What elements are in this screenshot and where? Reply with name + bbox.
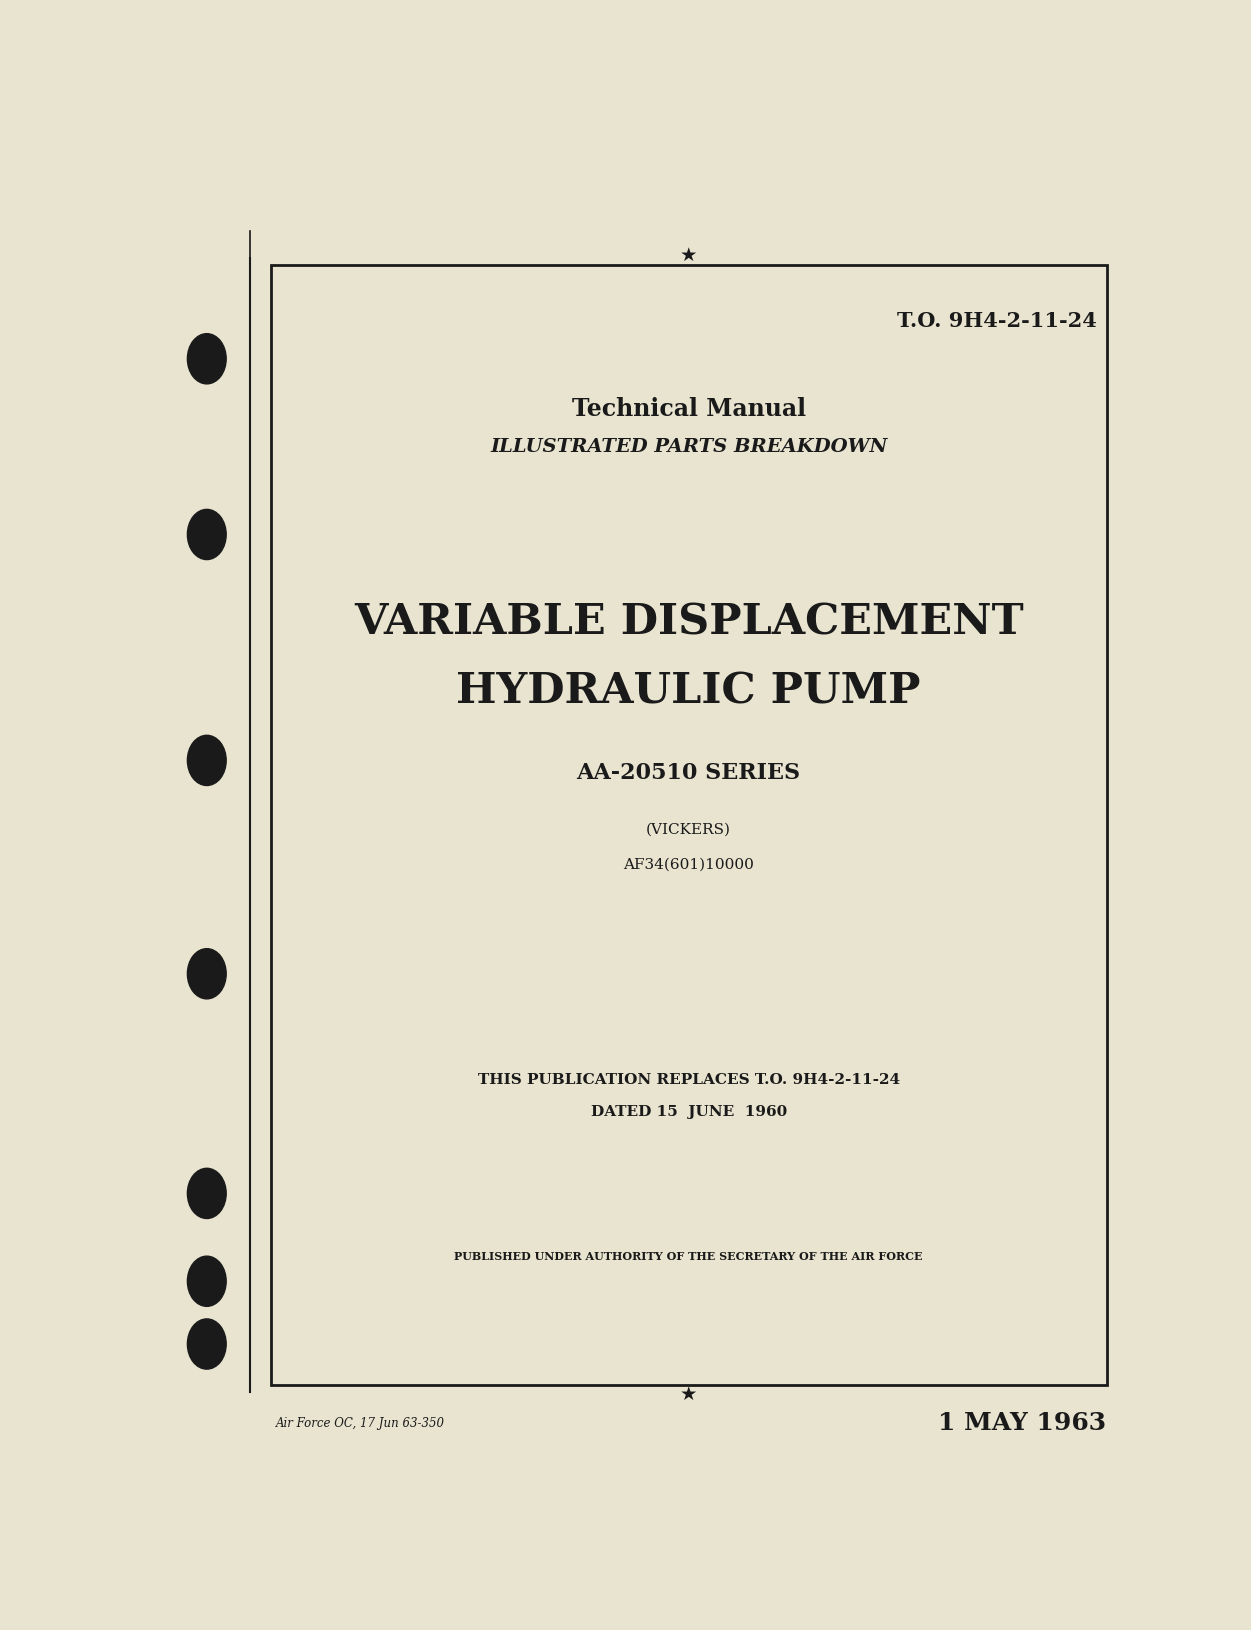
Text: (VICKERS): (VICKERS): [647, 823, 731, 836]
Circle shape: [188, 509, 226, 559]
Text: AA-20510 SERIES: AA-20510 SERIES: [577, 761, 801, 784]
Text: PUBLISHED UNDER AUTHORITY OF THE SECRETARY OF THE AIR FORCE: PUBLISHED UNDER AUTHORITY OF THE SECRETA…: [454, 1250, 923, 1262]
Text: THIS PUBLICATION REPLACES T.O. 9H4-2-11-24: THIS PUBLICATION REPLACES T.O. 9H4-2-11-…: [478, 1074, 899, 1087]
Text: ★: ★: [679, 246, 697, 266]
Text: AF34(601)10000: AF34(601)10000: [623, 857, 754, 872]
Text: VARIABLE DISPLACEMENT: VARIABLE DISPLACEMENT: [354, 601, 1023, 644]
Text: 1 MAY 1963: 1 MAY 1963: [938, 1412, 1107, 1434]
Text: ★: ★: [679, 1386, 697, 1403]
Text: Air Force OC, 17 Jun 63-350: Air Force OC, 17 Jun 63-350: [275, 1416, 444, 1430]
Text: T.O. 9H4-2-11-24: T.O. 9H4-2-11-24: [897, 311, 1097, 331]
Circle shape: [188, 1319, 226, 1369]
Circle shape: [188, 949, 226, 999]
Circle shape: [188, 1169, 226, 1219]
Text: ILLUSTRATED PARTS BREAKDOWN: ILLUSTRATED PARTS BREAKDOWN: [490, 437, 887, 456]
Text: Technical Manual: Technical Manual: [572, 398, 806, 421]
Circle shape: [188, 334, 226, 383]
Circle shape: [188, 735, 226, 786]
Circle shape: [188, 1257, 226, 1306]
Text: DATED 15  JUNE  1960: DATED 15 JUNE 1960: [590, 1105, 787, 1118]
Text: HYDRAULIC PUMP: HYDRAULIC PUMP: [457, 670, 921, 712]
Bar: [270, 264, 1107, 1385]
